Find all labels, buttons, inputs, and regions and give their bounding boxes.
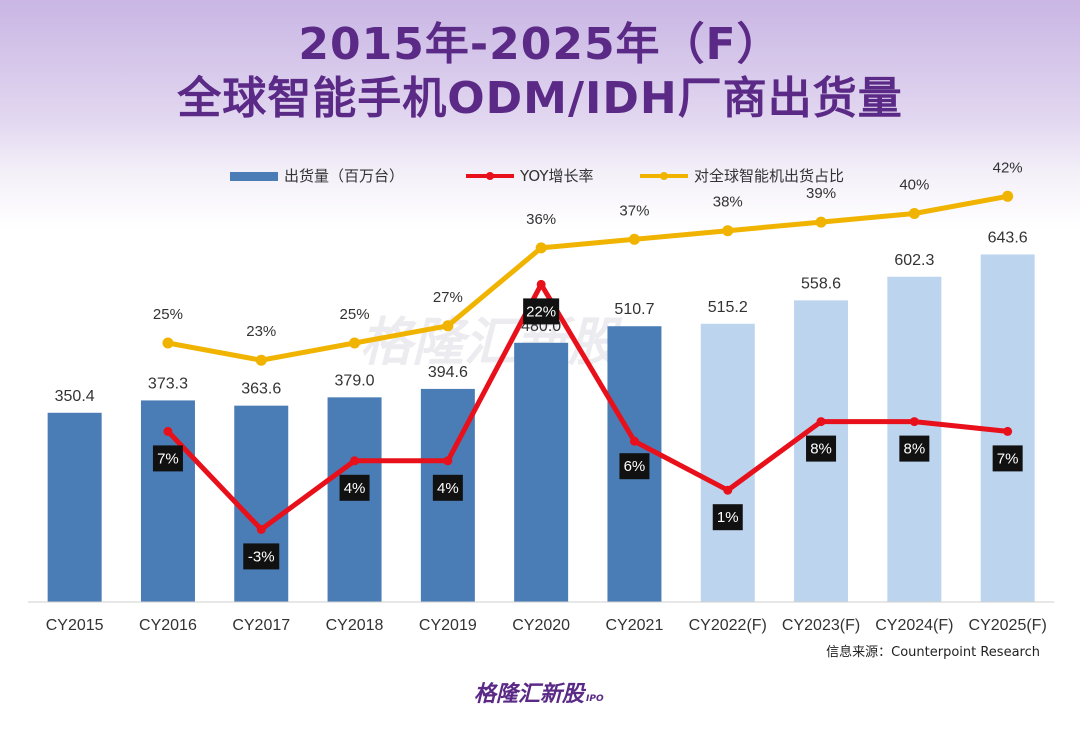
- watermark-logo: 格隆汇新股 IPO: [474, 676, 604, 708]
- share-point-CY2019: [442, 320, 454, 332]
- chart-area: 出货量（百万台） YOY增长率 对全球智能机出货占比 350.4 373.3 363.6 3…: [28, 159, 1055, 634]
- legend-yoy-label: YOY增长率: [519, 167, 594, 185]
- legend-share-marker: [660, 172, 668, 180]
- yoy-label-box-CY2017: [243, 543, 280, 570]
- x-tick-CY2019: CY2019: [419, 617, 477, 634]
- watermark-sub: IPO: [586, 694, 604, 704]
- watermark-text: 格隆汇新股: [474, 682, 585, 707]
- source-note: 信息来源：Counterpoint Research: [826, 645, 1040, 660]
- share-point-CY2016: [162, 337, 174, 349]
- bar-value-CY2017: 363.6: [241, 381, 281, 398]
- yoy-label-box-CY2021: [619, 453, 650, 480]
- bar-value-CY2023(F): 558.6: [801, 275, 841, 292]
- yoy-label-CY2025(F): 7%: [997, 450, 1019, 467]
- yoy-label-box-CY2025(F): [992, 445, 1023, 472]
- title-line-1: 2015年-2025年（F）: [298, 19, 782, 70]
- yoy-point-CY2019: [443, 456, 453, 466]
- x-tick-CY2021: CY2021: [606, 617, 664, 634]
- yoy-label-CY2023(F): 8%: [810, 441, 832, 458]
- yoy-point-CY2025(F): [1003, 426, 1013, 436]
- bar-value-CY2015: 350.4: [55, 388, 95, 405]
- bar-value-CY2016: 373.3: [148, 375, 188, 392]
- yoy-point-CY2020: [536, 279, 546, 289]
- yoy-label-box-CY2024(F): [899, 435, 930, 462]
- yoy-point-CY2024(F): [909, 417, 919, 427]
- title-line-2: 全球智能手机ODM/IDH厂商出货量: [177, 73, 903, 124]
- yoy-label-CY2020: 22%: [526, 303, 556, 320]
- bar-value-CY2022(F): 515.2: [708, 299, 748, 316]
- chart-title: 2015年-2025年（F） 全球智能手机ODM/IDH厂商出货量: [0, 18, 1080, 126]
- x-tick-CY2018: CY2018: [326, 617, 384, 634]
- share-label-CY2022(F): 38%: [713, 194, 743, 211]
- x-tick-CY2025(F): CY2025(F): [969, 617, 1047, 634]
- bar-value-CY2019: 394.6: [428, 364, 468, 381]
- x-tick-CY2020: CY2020: [512, 617, 570, 634]
- yoy-point-CY2018: [350, 456, 360, 466]
- share-point-CY2018: [349, 337, 361, 349]
- yoy-point-CY2022(F): [723, 485, 733, 495]
- yoy-point-CY2016: [163, 426, 173, 436]
- share-point-CY2024(F): [908, 208, 920, 219]
- x-tick-CY2015: CY2015: [46, 617, 104, 634]
- bar-value-CY2025(F): 643.6: [988, 229, 1028, 246]
- x-tick-CY2016: CY2016: [139, 617, 197, 634]
- yoy-label-box-CY2023(F): [806, 435, 837, 462]
- yoy-label-CY2021: 6%: [624, 458, 646, 475]
- share-point-CY2017: [255, 354, 267, 366]
- x-tick-CY2024(F): CY2024(F): [875, 617, 953, 634]
- share-label-CY2023(F): 39%: [806, 185, 836, 202]
- share-line: [167, 193, 1009, 363]
- yoy-point-CY2023(F): [816, 417, 826, 427]
- share-label-CY2020: 36%: [526, 211, 556, 228]
- yoy-point-CY2021: [629, 436, 639, 446]
- share-label-CY2018: 25%: [340, 306, 370, 323]
- yoy-label-box-CY2016: [152, 445, 183, 472]
- yoy-point-CY2017: [256, 524, 266, 534]
- share-point-CY2022(F): [722, 225, 734, 237]
- yoy-label-box-CY2019: [432, 474, 463, 501]
- share-label-CY2024(F): 40%: [899, 177, 929, 194]
- yoy-label-box-CY2020: [523, 298, 560, 325]
- yoy-label-box-CY2018: [339, 474, 370, 501]
- share-label-CY2019: 27%: [433, 289, 463, 306]
- share-point-CY2021: [628, 233, 640, 245]
- share-label-CY2025(F): 42%: [993, 159, 1023, 176]
- bar-CY2017: [234, 405, 289, 602]
- share-point-CY2023(F): [815, 216, 827, 228]
- x-tick-CY2023(F): CY2023(F): [782, 617, 860, 634]
- yoy-label-box-CY2022(F): [712, 504, 743, 531]
- bar-value-CY2018: 379.0: [335, 372, 375, 389]
- bar-CY2022(F): [700, 323, 755, 602]
- bar-value-CY2024(F): 602.3: [894, 252, 934, 269]
- yoy-label-CY2019: 4%: [437, 480, 459, 497]
- legend-shipments-swatch: [230, 172, 278, 181]
- legend-shipments-label: 出货量（百万台）: [284, 167, 404, 185]
- x-tick-CY2017: CY2017: [232, 617, 290, 634]
- share-point-CY2025(F): [1002, 190, 1014, 202]
- yoy-label-CY2024(F): 8%: [904, 441, 926, 458]
- share-label-CY2017: 23%: [246, 323, 276, 340]
- yoy-label-CY2017: -3%: [248, 548, 275, 565]
- share-label-CY2016: 25%: [153, 306, 183, 323]
- share-point-CY2020: [535, 242, 547, 254]
- share-label-CY2021: 37%: [619, 202, 649, 219]
- legend-share-label: 对全球智能机出货占比: [694, 167, 844, 185]
- yoy-label-CY2016: 7%: [157, 450, 179, 467]
- yoy-label-CY2022(F): 1%: [717, 509, 739, 526]
- yoy-line: [166, 281, 1008, 532]
- yoy-label-CY2018: 4%: [344, 480, 366, 497]
- legend-yoy-marker: [486, 172, 494, 180]
- bar-value-CY2021: 510.7: [614, 301, 654, 318]
- x-tick-CY2022(F): CY2022(F): [689, 617, 767, 634]
- bar-CY2015: [47, 412, 102, 602]
- bar-CY2020: [514, 342, 569, 602]
